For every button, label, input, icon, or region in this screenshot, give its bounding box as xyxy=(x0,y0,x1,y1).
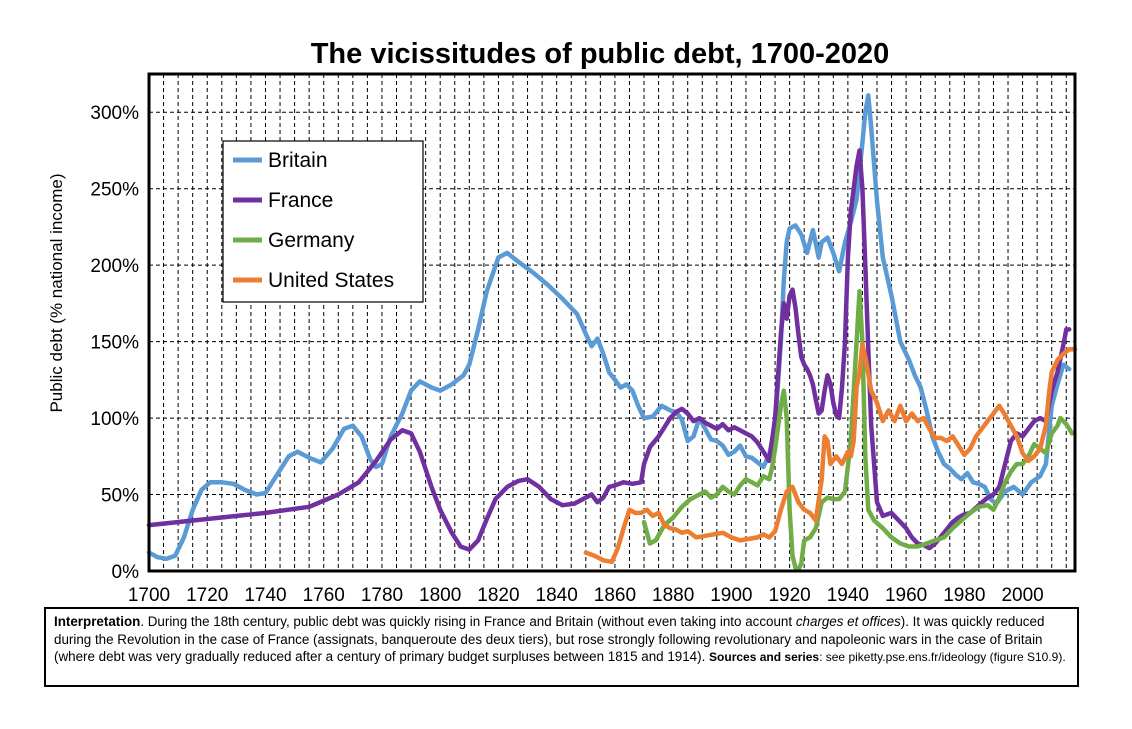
y-tick-label: 150% xyxy=(90,333,139,354)
x-tick-label: 1840 xyxy=(536,585,578,606)
legend-box xyxy=(222,140,424,303)
x-tick-label: 1740 xyxy=(244,585,286,606)
interpretation-note: Interpretation. During the 18th century,… xyxy=(44,607,1079,687)
note-italic: charges et offices xyxy=(795,614,901,629)
x-tick-label: 1920 xyxy=(768,585,810,606)
y-axis-ticks: 0% 50% 100% 150% 200% 250% 300% xyxy=(90,103,139,583)
series-line-united-states xyxy=(583,342,1078,565)
x-tick-label: 2000 xyxy=(1001,585,1043,606)
y-tick-label: 300% xyxy=(90,103,139,124)
y-tick-label: 200% xyxy=(90,256,139,277)
series-line-france xyxy=(146,148,1072,552)
y-tick-label: 50% xyxy=(101,486,139,507)
x-axis-ticks: 1700 1720 1740 1760 1780 1800 1820 1840 1860 1880… xyxy=(128,585,1044,606)
x-tick-label: 1800 xyxy=(419,585,461,606)
x-tick-label: 1860 xyxy=(594,585,636,606)
x-tick-label: 1960 xyxy=(885,585,927,606)
legend-label: Britain xyxy=(268,149,328,172)
x-tick-label: 1940 xyxy=(827,585,869,606)
x-tick-label: 1980 xyxy=(943,585,985,606)
y-axis-label: Public debt (% national income) xyxy=(47,173,66,412)
legend-label: France xyxy=(268,189,333,212)
series-layer xyxy=(146,93,1078,572)
x-tick-label: 1880 xyxy=(652,585,694,606)
y-tick-label: 0% xyxy=(112,562,140,583)
series-line-germany xyxy=(641,288,1075,572)
x-tick-label: 1820 xyxy=(477,585,519,606)
legend: Britain France Germany United States xyxy=(222,140,424,303)
sources-label: Sources and series xyxy=(709,650,820,664)
y-tick-label: 250% xyxy=(90,180,139,201)
chart-title: The vicissitudes of public debt, 1700-20… xyxy=(310,38,890,70)
plot-frame xyxy=(147,72,1077,573)
note-text-1: . During the 18th century, public debt w… xyxy=(140,614,796,629)
x-tick-label: 1760 xyxy=(303,585,345,606)
x-tick-label: 1700 xyxy=(128,585,170,606)
x-tick-label: 1720 xyxy=(186,585,228,606)
note-lead: Interpretation xyxy=(54,614,141,629)
x-tick-label: 1780 xyxy=(361,585,403,606)
sources-text: : see piketty.pse.ens.fr/ideology (figur… xyxy=(819,650,1066,664)
note-text-2: ). It was quickly reduced during the Rev… xyxy=(54,614,1045,664)
y-tick-label: 100% xyxy=(90,409,139,430)
x-tick-label: 1900 xyxy=(710,585,752,606)
legend-label: United States xyxy=(268,269,394,292)
series-line-britain xyxy=(146,93,1072,562)
legend-label: Germany xyxy=(268,229,355,252)
